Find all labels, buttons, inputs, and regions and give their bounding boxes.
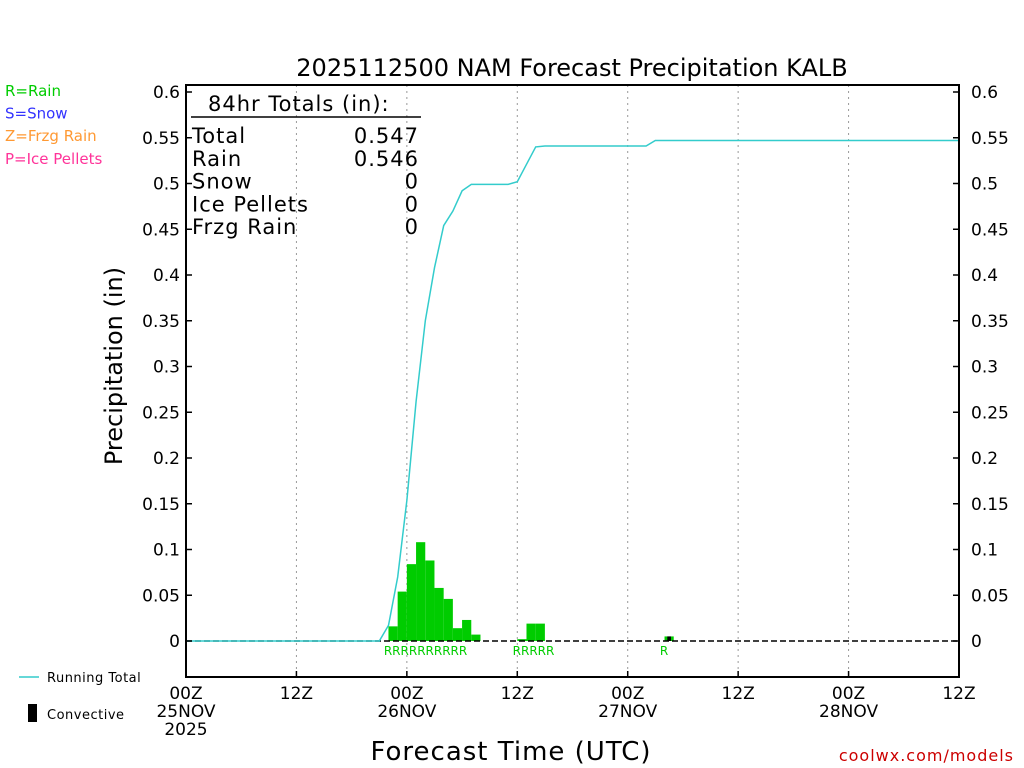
running-total-legend-label: Running Total: [47, 671, 141, 686]
precip-type-legend-item: S=Snow: [5, 105, 68, 123]
precip-type-label: R: [660, 644, 668, 658]
precip-bar: [535, 623, 545, 641]
precip-type-legend-item: R=Rain: [5, 82, 61, 100]
y-tick-label-left: 0.45: [142, 220, 180, 240]
totals-row-value: 0.547: [354, 124, 419, 148]
y-tick-label-left: 0.25: [142, 403, 180, 423]
y-axis-ticks: 0.6 0.6 0.55 0.55 0.5 0.5 0.45 0.45 0.4 0.4 0.35 0.…: [142, 83, 1009, 652]
y-tick-label-right: 0.4: [971, 266, 998, 286]
precip-bar: [388, 626, 398, 641]
precip-type-legend-item: Z=Frzg Rain: [5, 127, 97, 145]
y-tick-label-left: 0.05: [142, 586, 180, 606]
precip-bar: [452, 628, 463, 641]
precip-bar: [462, 619, 472, 641]
precip-type-label: RRRRR: [513, 644, 555, 658]
chart-title: 2025112500 NAM Forecast Precipitation KA…: [296, 54, 847, 82]
convective-legend-swatch: [28, 704, 37, 722]
x-tick-label: 00Z: [390, 684, 423, 704]
y-tick-label-left: 0.6: [153, 83, 180, 103]
precip-bar: [406, 564, 417, 641]
y-tick-label-left: 0.3: [153, 358, 180, 378]
convective-legend-label: Convective: [47, 708, 125, 723]
x-axis-label: Forecast Time (UTC): [370, 737, 651, 767]
convective-bar: [667, 636, 671, 641]
x-tick-label: 26NOV: [377, 702, 436, 722]
y-tick-label-right: 0.3: [971, 358, 998, 378]
x-tick-label: 12Z: [722, 684, 755, 704]
y-tick-label-left: 0.35: [142, 312, 180, 332]
precip-bar: [416, 542, 426, 641]
y-tick-label-left: 0.4: [153, 266, 180, 286]
y-tick-label-right: 0.45: [971, 220, 1009, 240]
x-tick-label: 2025: [164, 720, 207, 740]
x-tick-label: 00Z: [169, 684, 202, 704]
y-tick-label-right: 0.55: [971, 129, 1009, 149]
y-tick-label-left: 0.5: [153, 175, 180, 195]
precip-bar: [397, 591, 407, 641]
y-tick-label-right: 0.6: [971, 83, 998, 103]
precip-type-labels: RRRRRRRRRR RRRRR R: [384, 644, 668, 658]
y-axis-label: Precipitation (in): [100, 267, 128, 465]
precip-bar: [517, 639, 527, 641]
y-tick-label-right: 0.1: [971, 541, 998, 561]
y-tick-label-left: 0.15: [142, 495, 180, 515]
precip-bar: [443, 598, 453, 641]
totals-header: 84hr Totals (in):: [208, 92, 390, 116]
precip-bars: [388, 542, 674, 641]
totals-row-label: Rain: [192, 147, 242, 171]
totals-row-label: Snow: [192, 170, 253, 194]
x-tick-label: 27NOV: [598, 702, 657, 722]
x-tick-label: 25NOV: [156, 702, 215, 722]
y-tick-label-right: 0.35: [971, 312, 1009, 332]
y-tick-label-right: 0.05: [971, 586, 1009, 606]
precip-type-label: RRRRRRRRRR: [384, 644, 467, 658]
precip-bar: [434, 587, 444, 641]
totals-row-label: Total: [191, 124, 246, 148]
totals-row-value: 0: [405, 215, 419, 239]
x-tick-label: 12Z: [942, 684, 975, 704]
precip-bar: [425, 560, 435, 641]
y-tick-label-right: 0.2: [971, 449, 998, 469]
y-tick-label-right: 0.25: [971, 403, 1009, 423]
totals-row-value: 0: [405, 192, 419, 216]
y-tick-label-left: 0.55: [142, 129, 180, 149]
x-tick-label: 12Z: [501, 684, 534, 704]
series-legend: Running Total Convective: [19, 671, 141, 723]
precip-type-legend: R=Rain S=Snow Z=Frzg Rain P=Ice Pellets: [5, 82, 102, 168]
y-tick-label-right: 0: [971, 632, 982, 652]
plot-frame: [185, 84, 960, 678]
totals-row-label: Ice Pellets: [192, 192, 309, 216]
grid-lines: [295, 85, 850, 677]
precip-bar: [471, 634, 481, 641]
totals-row-value: 0.546: [354, 147, 419, 171]
y-tick-label-right: 0.15: [971, 495, 1009, 515]
x-tick-label: 00Z: [832, 684, 865, 704]
credit-link[interactable]: coolwx.com/models: [839, 746, 1014, 765]
totals-row-value: 0: [405, 170, 419, 194]
y-tick-label-left: 0: [169, 632, 180, 652]
y-tick-label-left: 0.1: [153, 541, 180, 561]
precip-bar: [526, 623, 536, 641]
totals-row-label: Frzg Rain: [192, 215, 297, 239]
x-tick-label: 00Z: [611, 684, 644, 704]
y-tick-label-right: 0.5: [971, 175, 998, 195]
y-tick-label-left: 0.2: [153, 449, 180, 469]
x-tick-label: 28NOV: [819, 702, 878, 722]
x-tick-label: 12Z: [280, 684, 313, 704]
totals-box: 84hr Totals (in): Total 0.547 Rain 0.546 Sno…: [191, 92, 421, 239]
running-total-line: [186, 139, 959, 642]
precip-type-legend-item: P=Ice Pellets: [5, 150, 102, 168]
